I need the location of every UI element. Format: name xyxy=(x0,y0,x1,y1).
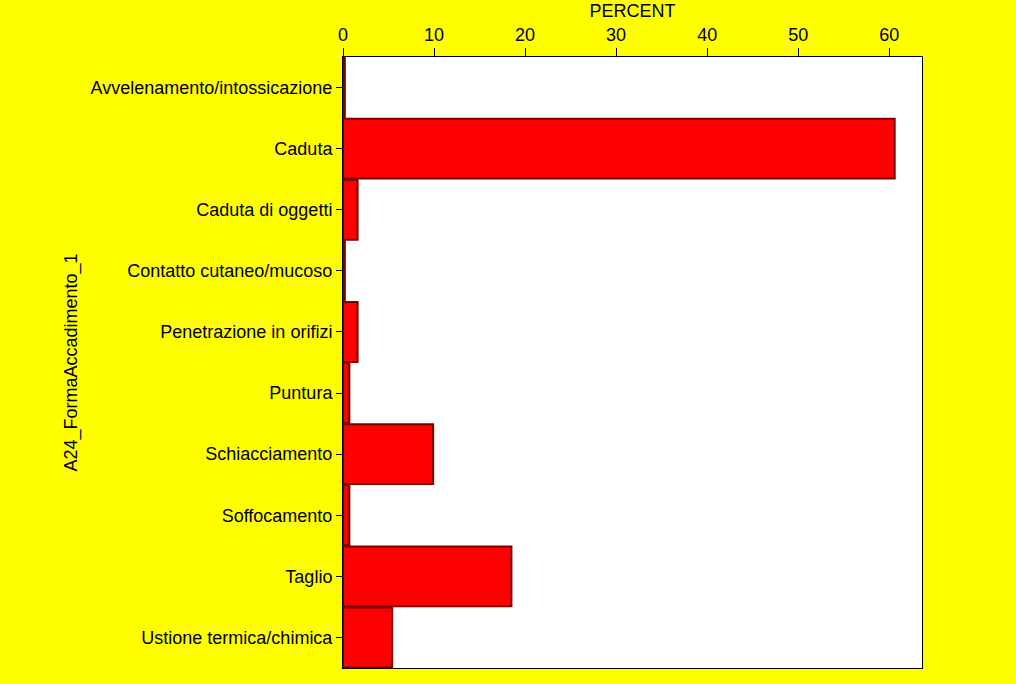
svg-text:Taglio: Taglio xyxy=(285,567,332,587)
svg-text:Caduta di oggetti: Caduta di oggetti xyxy=(196,200,332,220)
svg-text:10: 10 xyxy=(424,25,444,45)
svg-text:Schiacciamento: Schiacciamento xyxy=(205,444,332,464)
svg-text:20: 20 xyxy=(515,25,535,45)
svg-text:Penetrazione in orifizi: Penetrazione in orifizi xyxy=(160,322,332,342)
svg-text:50: 50 xyxy=(788,25,808,45)
svg-text:Ustione termica/chimica: Ustione termica/chimica xyxy=(141,628,333,648)
svg-text:PERCENT: PERCENT xyxy=(589,1,675,21)
svg-text:60: 60 xyxy=(879,25,899,45)
svg-text:0: 0 xyxy=(338,25,348,45)
svg-text:Caduta: Caduta xyxy=(274,139,333,159)
svg-text:40: 40 xyxy=(697,25,717,45)
svg-text:Contatto cutaneo/mucoso: Contatto cutaneo/mucoso xyxy=(127,261,332,281)
svg-text:Soffocamento: Soffocamento xyxy=(222,506,333,526)
svg-text:30: 30 xyxy=(606,25,626,45)
svg-text:Avvelenamento/intossicazione: Avvelenamento/intossicazione xyxy=(91,78,333,98)
svg-text:Puntura: Puntura xyxy=(269,383,333,403)
svg-text:A24_FormaAccadimento_1: A24_FormaAccadimento_1 xyxy=(61,253,82,471)
